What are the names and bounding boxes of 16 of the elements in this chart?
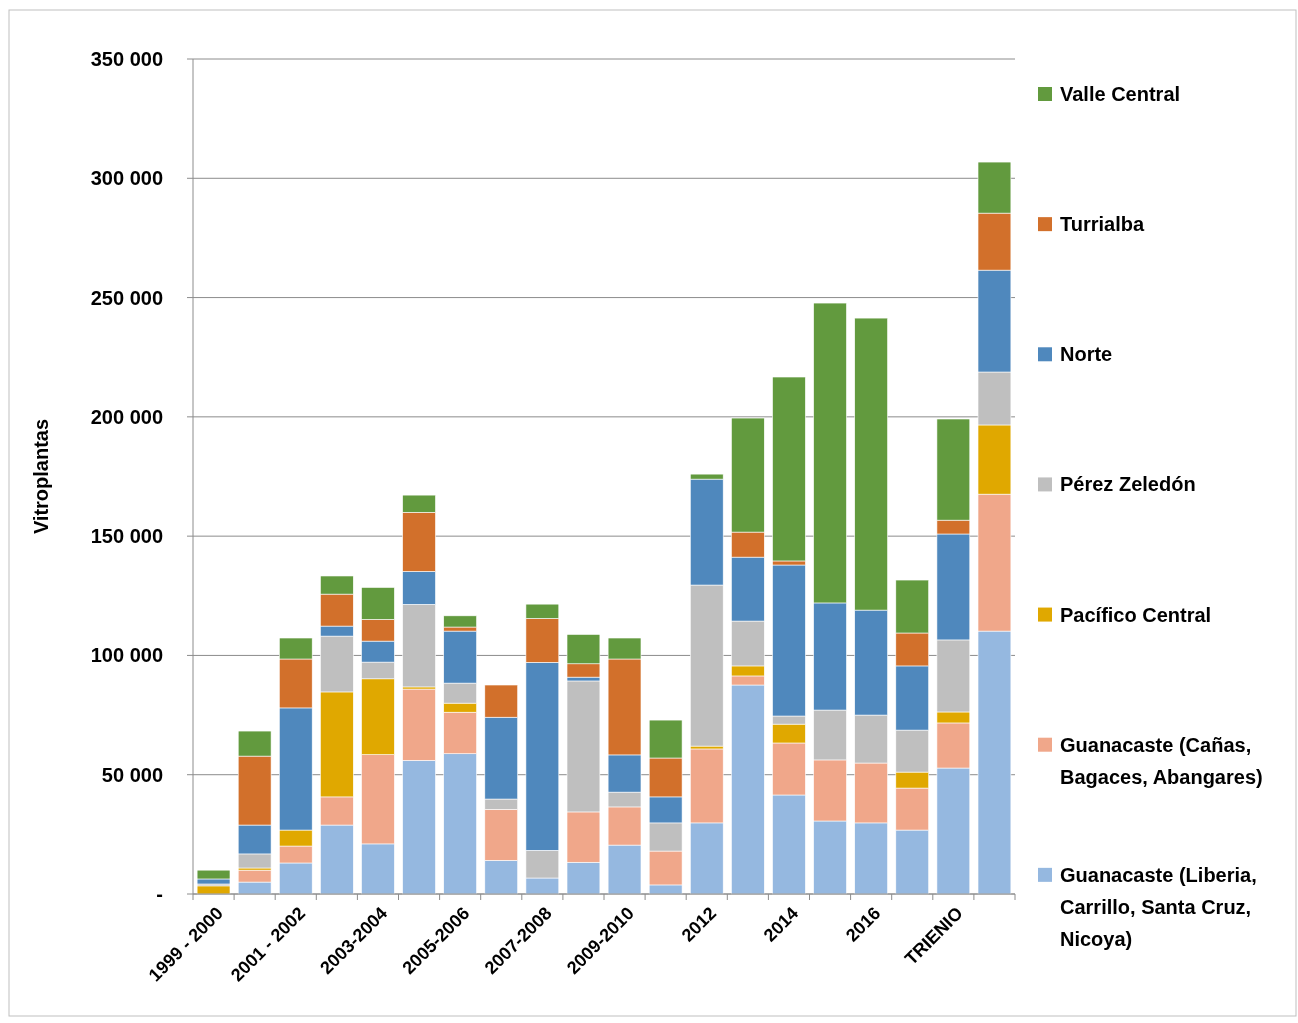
y-tick-label: 250 000 — [90, 286, 163, 309]
legend-label: Norte — [1060, 343, 1113, 366]
y-tick-label: 300 000 — [90, 167, 163, 190]
y-tick-label: 100 000 — [90, 644, 163, 667]
legend-label: Guanacaste (Liberia, Carrillo, Santa Cruz, Nicoya) — [1060, 863, 1257, 950]
legend-label: Turrialba — [1060, 213, 1145, 236]
y-tick-label: 200 000 — [90, 405, 163, 428]
legend-label: Pérez Zeledón — [1060, 473, 1196, 496]
y-tick-label: 150 000 — [90, 525, 163, 548]
y-tick-label: 350 000 — [90, 48, 163, 70]
legend-label: Valle Central — [1060, 83, 1181, 105]
y-tick-label: 50 000 — [101, 763, 163, 786]
y-axis-title: Vitroplantas — [30, 418, 52, 535]
legend-label: Guanacaste (Cañas, Bagaces, Abangares) — [1060, 733, 1263, 788]
legend-label: Pacífico Central — [1060, 603, 1212, 626]
y-tick-label: - — [156, 883, 163, 905]
